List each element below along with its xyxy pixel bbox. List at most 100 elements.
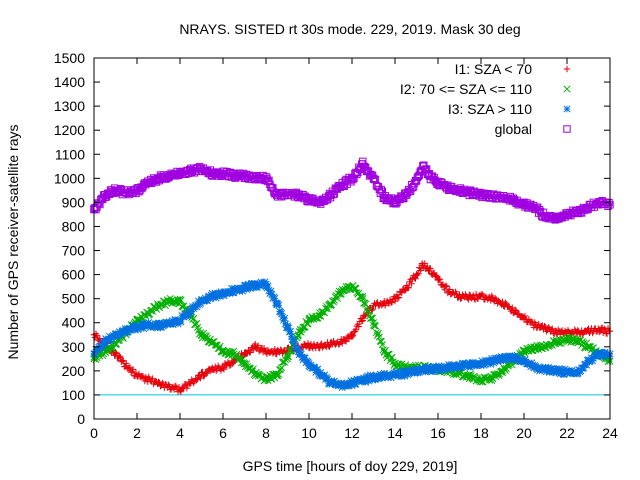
marker-stroke bbox=[520, 348, 528, 356]
marker-stroke bbox=[117, 353, 124, 361]
marker-stroke bbox=[262, 348, 270, 355]
trail-marker bbox=[193, 376, 200, 384]
marker-stroke bbox=[176, 316, 184, 324]
data-point bbox=[187, 307, 195, 315]
marker-stroke bbox=[434, 276, 442, 283]
trail-marker bbox=[283, 355, 292, 363]
marker-stroke bbox=[585, 327, 592, 335]
marker-stroke bbox=[208, 338, 216, 346]
data-point bbox=[144, 321, 152, 329]
data-point bbox=[488, 191, 496, 199]
marker-stroke bbox=[548, 365, 556, 373]
marker-stroke bbox=[152, 320, 161, 328]
data-point bbox=[176, 169, 184, 178]
data-point bbox=[122, 326, 130, 334]
trail-marker bbox=[428, 368, 436, 376]
y-tick-label: 1100 bbox=[55, 146, 85, 162]
trail-marker bbox=[528, 318, 536, 326]
marker-stroke bbox=[208, 169, 216, 178]
marker-stroke bbox=[290, 338, 298, 346]
trail-marker bbox=[432, 272, 440, 279]
trail-marker bbox=[601, 326, 609, 333]
marker-stroke bbox=[425, 172, 434, 180]
marker-stroke bbox=[246, 284, 254, 292]
data-point bbox=[412, 177, 421, 185]
marker-stroke bbox=[408, 280, 415, 287]
legend: I1: SZA < 70 I2: 70 <= SZA <= 110 I3: SZ… bbox=[400, 61, 571, 137]
trail-marker bbox=[358, 318, 365, 325]
legend-label-global: global bbox=[495, 121, 532, 137]
data-point bbox=[370, 302, 377, 310]
data-point bbox=[520, 348, 528, 356]
marker-stroke bbox=[488, 357, 496, 365]
trail-marker bbox=[286, 327, 294, 336]
trail-marker bbox=[171, 382, 179, 390]
marker-stroke bbox=[541, 343, 550, 351]
trail-marker bbox=[481, 360, 489, 368]
marker-stroke bbox=[302, 343, 310, 350]
marker-stroke bbox=[212, 294, 220, 302]
data-point bbox=[165, 297, 173, 305]
marker-stroke bbox=[208, 292, 216, 300]
marker-stroke bbox=[387, 374, 395, 382]
data-point bbox=[574, 369, 582, 377]
marker-stroke bbox=[101, 191, 109, 199]
data-point bbox=[101, 338, 109, 346]
marker-stroke bbox=[273, 348, 280, 355]
data-point bbox=[510, 307, 517, 314]
marker-stroke bbox=[294, 191, 302, 199]
marker-stroke bbox=[380, 372, 388, 380]
data-point bbox=[434, 276, 442, 283]
marker-stroke bbox=[348, 174, 356, 183]
legend-label-i3: I3: SZA > 110 bbox=[448, 101, 532, 117]
trail-marker bbox=[116, 352, 123, 360]
y-tick-label: 200 bbox=[62, 363, 86, 379]
y-tick-label: 400 bbox=[62, 315, 86, 331]
marker-stroke bbox=[316, 311, 324, 320]
marker-stroke bbox=[542, 325, 549, 332]
trail-marker bbox=[442, 282, 450, 289]
trail-marker bbox=[137, 323, 145, 331]
trail-marker bbox=[235, 285, 243, 293]
marker-stroke bbox=[520, 357, 528, 365]
trail-marker bbox=[589, 329, 596, 337]
marker-stroke bbox=[520, 201, 528, 209]
data-point bbox=[327, 341, 334, 348]
marker-stroke bbox=[434, 179, 442, 187]
marker-stroke bbox=[370, 302, 377, 310]
marker-stroke bbox=[327, 341, 334, 348]
marker-stroke bbox=[369, 373, 378, 381]
trail-marker bbox=[408, 183, 417, 192]
marker-stroke bbox=[326, 191, 335, 199]
marker-stroke bbox=[294, 331, 302, 339]
marker-stroke bbox=[305, 196, 313, 204]
marker-stroke bbox=[456, 293, 463, 300]
data-point bbox=[219, 348, 227, 356]
data-point bbox=[122, 189, 130, 197]
marker-stroke bbox=[316, 369, 324, 377]
trail-marker bbox=[575, 366, 583, 374]
marker-stroke bbox=[467, 294, 474, 301]
marker-stroke bbox=[122, 326, 130, 334]
x-tick-label: 14 bbox=[387, 425, 403, 441]
data-point bbox=[369, 373, 378, 381]
marker-stroke bbox=[481, 374, 489, 382]
legend-symbol bbox=[563, 125, 571, 133]
marker-stroke bbox=[509, 352, 517, 360]
marker-stroke bbox=[380, 348, 388, 356]
marker-stroke bbox=[230, 286, 238, 294]
trail-marker bbox=[355, 323, 363, 330]
marker-stroke bbox=[137, 323, 145, 331]
marker-stroke bbox=[412, 275, 419, 282]
marker-stroke bbox=[563, 105, 571, 113]
marker-stroke bbox=[510, 307, 517, 314]
marker-stroke bbox=[428, 368, 436, 376]
marker-stroke bbox=[227, 288, 235, 296]
marker-stroke bbox=[348, 379, 356, 387]
data-point bbox=[391, 198, 399, 207]
marker-stroke bbox=[498, 193, 507, 202]
marker-stroke bbox=[262, 375, 270, 383]
marker-stroke bbox=[552, 367, 560, 375]
marker-stroke bbox=[574, 337, 582, 345]
data-point bbox=[563, 368, 571, 376]
